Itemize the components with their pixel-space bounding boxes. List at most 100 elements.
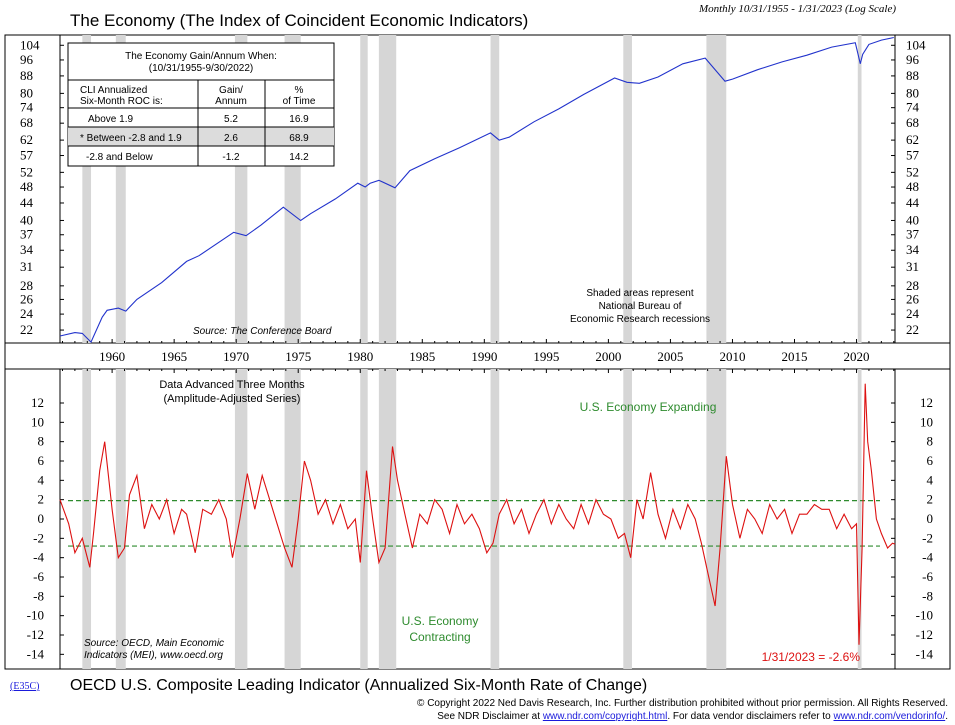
y-tick-label: -4 [922, 550, 933, 565]
x-tick-label: 1990 [471, 349, 497, 364]
y-tick-label: 57 [906, 148, 920, 163]
y-tick-label: 4 [38, 472, 45, 487]
y-tick-label: 2 [927, 492, 934, 507]
disclaimer-line: See NDR Disclaimer at www.ndr.com/copyri… [437, 711, 948, 722]
bottom-source-note: Indicators (MEI), www.oecd.org [84, 650, 223, 661]
y-tick-label: 104 [906, 37, 926, 52]
y-tick-label: 40 [906, 212, 919, 227]
y-tick-label: -2 [922, 530, 933, 545]
y-tick-label: 57 [20, 148, 34, 163]
y-tick-label: 44 [20, 195, 34, 210]
gain-table-col2-header: Annum [215, 96, 247, 107]
data-advanced-note: Data Advanced Three Months [159, 379, 305, 391]
x-tick-label: 1975 [285, 349, 311, 364]
recession-note: Shaded areas represent [586, 288, 694, 299]
top-source-note: Source: The Conference Board [193, 326, 332, 337]
vendorinfo-link[interactable]: www.ndr.com/vendorinfo/ [833, 711, 946, 722]
gain-table-col1-header: Six-Month ROC is: [80, 96, 163, 107]
y-tick-label: -8 [33, 588, 44, 603]
y-tick-label: -12 [27, 627, 44, 642]
y-tick-label: 96 [906, 52, 920, 67]
recession-band [490, 369, 500, 669]
y-tick-label: -4 [33, 550, 44, 565]
y-tick-label: 96 [20, 52, 34, 67]
y-tick-label: 8 [38, 434, 45, 449]
gain-table: The Economy Gain/Annum When: (10/31/1955… [67, 42, 335, 167]
recession-band [360, 35, 368, 343]
y-tick-label: 10 [920, 414, 933, 429]
x-tick-label: 1995 [533, 349, 559, 364]
x-tick-label: 2020 [844, 349, 870, 364]
gain-table-title: The Economy Gain/Annum When: [125, 51, 277, 62]
cli-roc-line [59, 383, 896, 645]
gain-table-highlight-row [68, 127, 334, 146]
y-tick-label: -14 [916, 646, 934, 661]
x-tick-label: 1960 [99, 349, 125, 364]
disclaimer-middle: . For data vendor disclaimers refer to [667, 711, 833, 722]
recession-band [623, 369, 632, 669]
y-tick-label: -6 [33, 569, 44, 584]
contracting-label: Contracting [409, 630, 470, 644]
recession-band [706, 369, 727, 669]
y-tick-label: -14 [27, 646, 45, 661]
y-tick-label: 40 [20, 212, 33, 227]
gain-table-row-label: * Between -2.8 and 1.9 [80, 133, 182, 144]
chart-code-link[interactable]: (E35C) [10, 681, 39, 692]
economy-index-line [59, 36, 894, 344]
recession-band [234, 369, 248, 669]
cli-chart-title: OECD U.S. Composite Leading Indicator (A… [70, 677, 647, 694]
x-tick-label: 1965 [161, 349, 187, 364]
y-tick-label: -6 [922, 569, 933, 584]
chart-title: The Economy (The Index of Coincident Eco… [70, 11, 528, 30]
y-tick-label: 37 [20, 227, 34, 242]
y-tick-label: 48 [906, 179, 919, 194]
plot-frames [4, 34, 951, 670]
recession-band [360, 369, 368, 669]
y-tick-label: 26 [906, 291, 920, 306]
gain-table-row-gain: 5.2 [224, 114, 238, 125]
y-tick-label: 34 [906, 242, 920, 257]
y-tick-label: 26 [20, 291, 34, 306]
gain-table-row-gain: -1.2 [222, 152, 240, 163]
y-tick-label: 62 [20, 132, 33, 147]
recession-band [706, 35, 727, 343]
x-tick-label: 2015 [782, 349, 808, 364]
y-tick-label: 80 [906, 85, 919, 100]
x-axis: 1960 1965 1970 1975 1980 1985 1990 1995 2000 2005… [61, 339, 895, 373]
y-tick-label: 44 [906, 195, 920, 210]
y-tick-label: 12 [31, 395, 44, 410]
y-tick-label: 22 [20, 322, 33, 337]
y-tick-label: 74 [906, 100, 920, 115]
y-tick-label: 22 [906, 322, 919, 337]
gain-table-col3-header: % [295, 85, 304, 96]
y-tick-label: 24 [20, 306, 34, 321]
recession-band [857, 35, 862, 343]
gain-table-row-gain: 2.6 [224, 133, 238, 144]
gain-table-subtitle: (10/31/1955-9/30/2022) [149, 63, 254, 74]
y-tick-label: 24 [906, 306, 920, 321]
y-tick-label: 31 [20, 259, 33, 274]
y-tick-label: 88 [20, 68, 33, 83]
y-tick-label: 68 [20, 115, 33, 130]
date-range: Monthly 10/31/1955 - 1/31/2023 (Log Scal… [698, 3, 896, 15]
recession-band [623, 35, 632, 343]
bottom-y-axis-right: -14 -12 -10 -8 -6 -4 -2 0 2 4 6 8 10 12 [891, 395, 934, 661]
y-tick-label: 0 [927, 511, 934, 526]
copyright-line: © Copyright 2022 Ned Davis Research, Inc… [417, 698, 948, 709]
gain-table-col2-header: Gain/ [219, 85, 243, 96]
y-tick-label: 104 [20, 37, 40, 52]
bottom-source-note: Source: OECD, Main Economic [84, 638, 224, 649]
gain-table-col3-header: of Time [283, 96, 316, 107]
y-tick-label: 80 [20, 85, 33, 100]
gain-table-col1-header: CLI Annualized [80, 85, 147, 96]
y-tick-label: 4 [927, 472, 934, 487]
copyright-link[interactable]: www.ndr.com/copyright.html [542, 711, 668, 722]
y-tick-label: -2 [33, 530, 44, 545]
y-tick-label: -10 [27, 608, 44, 623]
y-tick-label: 31 [906, 259, 919, 274]
y-tick-label: 88 [906, 68, 919, 83]
y-tick-label: 0 [38, 511, 45, 526]
